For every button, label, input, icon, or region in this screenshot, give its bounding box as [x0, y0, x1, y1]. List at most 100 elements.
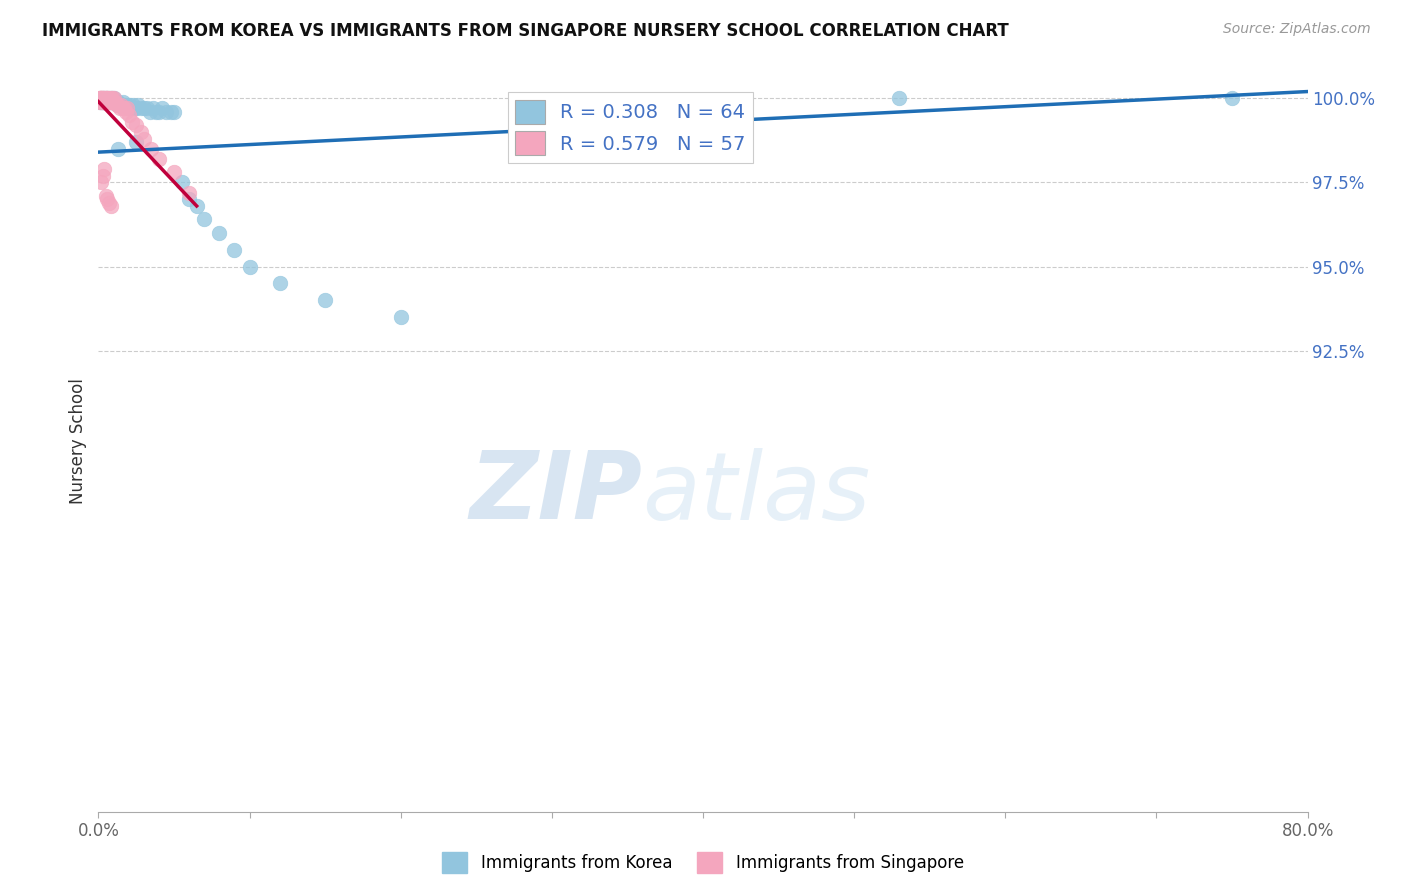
Point: [107, 142, 129, 156]
Point: [93, 95, 115, 109]
Point: [91, 95, 114, 109]
Point: [96, 91, 118, 105]
Point: [105, 95, 128, 109]
Legend: Immigrants from Korea, Immigrants from Singapore: Immigrants from Korea, Immigrants from S…: [436, 846, 970, 880]
Point: [193, 212, 215, 227]
Point: [91, 91, 114, 105]
Point: [163, 104, 186, 119]
Point: [94, 91, 117, 105]
Point: [107, 98, 129, 112]
Point: [93, 91, 115, 105]
Point: [96, 91, 118, 105]
Point: [90, 91, 112, 105]
Text: atlas: atlas: [643, 448, 870, 539]
Point: [101, 95, 124, 109]
Point: [121, 102, 143, 116]
Point: [89, 91, 111, 105]
Point: [142, 102, 165, 116]
Point: [104, 95, 127, 109]
Point: [208, 226, 231, 240]
Point: [108, 98, 131, 112]
Point: [103, 95, 125, 109]
Text: IMMIGRANTS FROM KOREA VS IMMIGRANTS FROM SINGAPORE NURSERY SCHOOL CORRELATION CH: IMMIGRANTS FROM KOREA VS IMMIGRANTS FROM…: [42, 22, 1010, 40]
Point: [101, 91, 124, 105]
Point: [129, 102, 152, 116]
Point: [98, 195, 121, 210]
Point: [115, 98, 138, 112]
Point: [1220, 91, 1243, 105]
Point: [145, 104, 167, 119]
Point: [103, 91, 125, 105]
Point: [93, 161, 115, 176]
Point: [101, 95, 124, 109]
Point: [107, 95, 129, 109]
Point: [100, 91, 122, 105]
Point: [110, 98, 132, 112]
Point: [90, 91, 112, 105]
Point: [98, 91, 121, 105]
Point: [114, 98, 136, 112]
Point: [112, 98, 135, 112]
Point: [110, 98, 132, 112]
Point: [96, 95, 118, 109]
Point: [93, 91, 115, 105]
Point: [89, 95, 111, 109]
Point: [114, 104, 136, 119]
Point: [132, 131, 155, 145]
Point: [89, 95, 111, 109]
Point: [93, 95, 115, 109]
Point: [314, 293, 336, 308]
Point: [91, 95, 114, 109]
Point: [120, 98, 142, 112]
Point: [148, 152, 170, 166]
Text: Source: ZipAtlas.com: Source: ZipAtlas.com: [1223, 22, 1371, 37]
Point: [139, 104, 162, 119]
Point: [100, 95, 122, 109]
Point: [107, 98, 129, 112]
Point: [141, 142, 163, 156]
Point: [112, 102, 135, 116]
Point: [103, 95, 125, 109]
Point: [135, 102, 157, 116]
Point: [98, 91, 121, 105]
Point: [148, 104, 170, 119]
Point: [91, 169, 114, 183]
Point: [150, 102, 173, 116]
Point: [101, 91, 124, 105]
Point: [96, 192, 118, 206]
Point: [90, 95, 112, 109]
Legend: R = 0.308   N = 64, R = 0.579   N = 57: R = 0.308 N = 64, R = 0.579 N = 57: [508, 92, 754, 163]
Point: [98, 95, 121, 109]
Point: [94, 91, 117, 105]
Point: [100, 95, 122, 109]
Point: [93, 95, 115, 109]
Point: [122, 98, 145, 112]
Point: [127, 98, 149, 112]
Point: [96, 91, 118, 105]
Point: [179, 192, 201, 206]
Point: [94, 95, 117, 109]
Point: [91, 95, 114, 109]
Point: [186, 199, 208, 213]
Text: ZIP: ZIP: [470, 448, 643, 540]
Point: [163, 165, 186, 179]
Point: [89, 91, 111, 105]
Point: [170, 176, 193, 190]
Point: [125, 135, 148, 149]
Point: [118, 108, 141, 122]
Point: [90, 91, 112, 105]
Point: [94, 95, 117, 109]
Point: [94, 189, 117, 203]
Point: [98, 95, 121, 109]
Point: [111, 95, 134, 109]
Point: [100, 199, 122, 213]
Point: [91, 91, 114, 105]
Point: [104, 95, 127, 109]
Point: [94, 95, 117, 109]
Point: [132, 102, 155, 116]
Point: [89, 91, 111, 105]
Point: [90, 176, 112, 190]
Point: [129, 125, 152, 139]
Point: [100, 95, 122, 109]
Point: [90, 91, 112, 105]
